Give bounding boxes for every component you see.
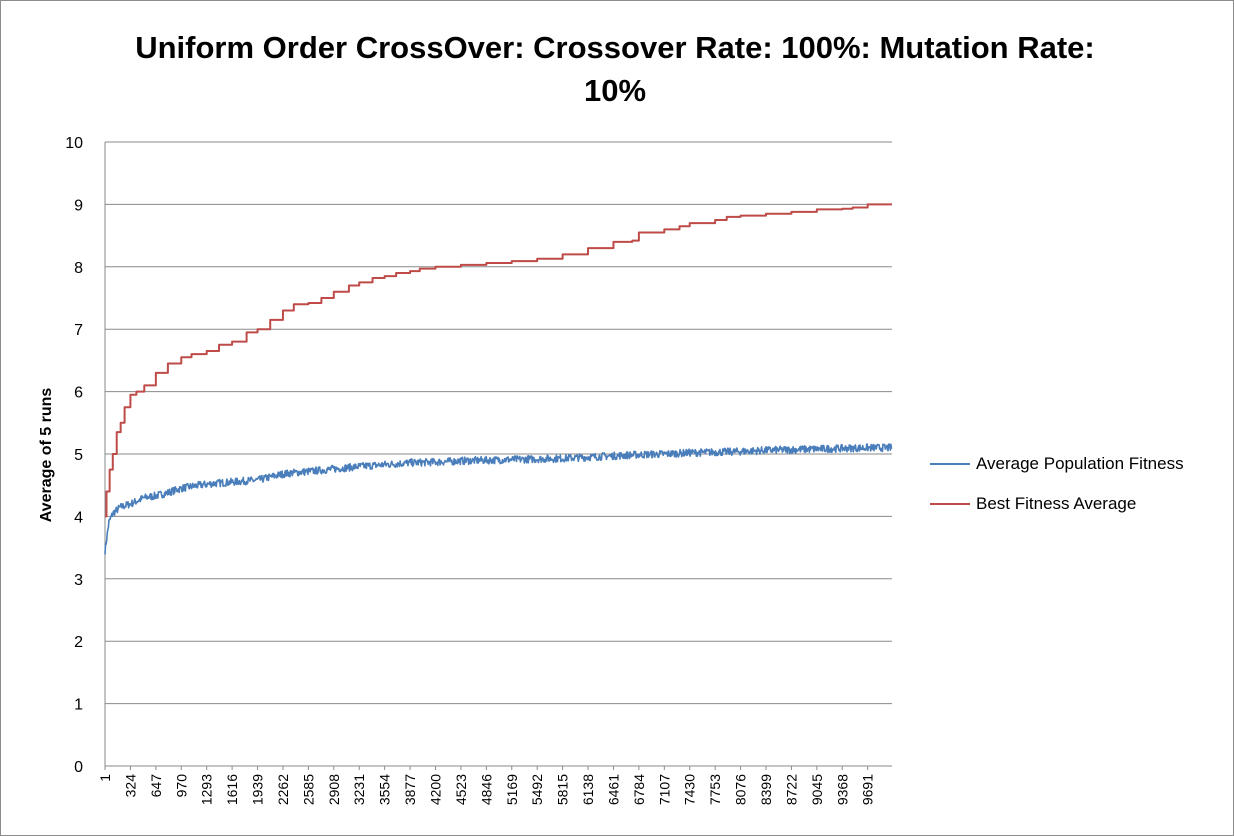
x-tick-label: 9691 (860, 774, 876, 805)
x-tick-label: 5492 (529, 774, 545, 805)
legend-item: Average Population Fitness (930, 444, 1184, 484)
y-tick-label: 3 (74, 572, 83, 589)
x-tick-label: 6784 (631, 774, 647, 805)
y-tick-label: 8 (74, 260, 83, 277)
x-tick-label: 7753 (707, 774, 723, 805)
x-tick-label: 3231 (351, 774, 367, 805)
x-tick-label: 8399 (758, 774, 774, 805)
x-tick-label: 1 (97, 774, 113, 782)
x-tick-label: 7107 (656, 774, 672, 805)
x-tick-label: 1939 (250, 774, 266, 805)
x-tick-label: 8076 (733, 774, 749, 805)
y-tick-label: 4 (74, 509, 83, 526)
series-line-1 (104, 443, 893, 555)
legend-swatch (930, 503, 970, 505)
x-tick-label: 7430 (682, 774, 698, 805)
legend-swatch (930, 463, 970, 465)
y-tick-label: 6 (74, 385, 83, 402)
x-tick-label: 647 (148, 774, 164, 798)
y-tick-label: 5 (74, 447, 83, 464)
x-tick-label: 3554 (377, 774, 393, 805)
y-axis-label: Average of 5 runs (38, 388, 55, 523)
x-tick-label: 1616 (224, 774, 240, 805)
x-tick-label: 3877 (402, 774, 418, 805)
legend-label: Best Fitness Average (976, 494, 1137, 513)
x-tick-label: 6138 (580, 774, 596, 805)
x-tick-label: 8722 (783, 774, 799, 805)
x-tick-label: 2262 (275, 774, 291, 805)
series-line-2 (105, 203, 892, 518)
legend-item: Best Fitness Average (930, 484, 1184, 524)
chart-title: Uniform Order CrossOver: Crossover Rate:… (135, 30, 1095, 108)
x-tick-label: 324 (122, 774, 138, 798)
x-tick-label: 9368 (834, 774, 850, 805)
y-tick-label: 1 (74, 697, 83, 714)
y-tick-label: 2 (74, 634, 83, 651)
y-tick-label: 9 (74, 197, 83, 214)
y-tick-label: 10 (65, 135, 83, 152)
x-tick-label: 5169 (504, 774, 520, 805)
x-tick-label: 4846 (478, 774, 494, 805)
x-tick-label: 6461 (605, 774, 621, 805)
x-tick-label: 1293 (199, 774, 215, 805)
y-tick-label: 0 (74, 759, 83, 776)
x-tick-label: 4523 (453, 774, 469, 805)
x-tick-label: 9045 (809, 774, 825, 805)
x-tick-label: 4200 (427, 774, 443, 805)
y-tick-label: 7 (74, 322, 83, 339)
x-tick-label: 970 (173, 774, 189, 798)
x-tick-label: 2908 (326, 774, 342, 805)
legend: Average Population Fitness Best Fitness A… (930, 444, 1184, 524)
legend-label: Average Population Fitness (976, 454, 1184, 473)
x-tick-label: 5815 (555, 774, 571, 805)
x-tick-label: 2585 (300, 774, 316, 805)
